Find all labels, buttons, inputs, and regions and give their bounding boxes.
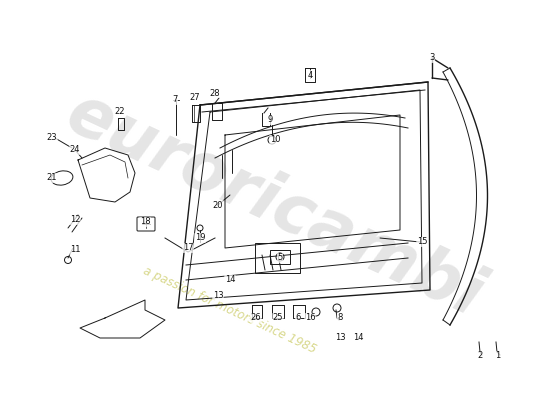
Text: 18: 18 — [140, 218, 150, 226]
Text: 13: 13 — [335, 334, 345, 342]
Text: 12: 12 — [70, 216, 80, 224]
Text: 28: 28 — [210, 88, 221, 98]
Text: 22: 22 — [115, 108, 125, 116]
Text: 9: 9 — [267, 116, 273, 124]
Text: 7: 7 — [172, 96, 178, 104]
Text: 14: 14 — [225, 276, 235, 284]
Text: 14: 14 — [353, 334, 363, 342]
Text: 8: 8 — [337, 314, 343, 322]
Text: 23: 23 — [47, 134, 57, 142]
Bar — [255, 243, 300, 273]
Text: 17: 17 — [183, 244, 193, 252]
Text: 13: 13 — [213, 290, 223, 300]
Text: 11: 11 — [70, 246, 80, 254]
Text: 4: 4 — [307, 70, 312, 80]
Text: 16: 16 — [305, 314, 315, 322]
Text: 26: 26 — [251, 314, 261, 322]
Text: 27: 27 — [190, 92, 200, 102]
Text: 21: 21 — [47, 174, 57, 182]
Text: 24: 24 — [70, 146, 80, 154]
Text: 19: 19 — [195, 234, 205, 242]
Text: 6: 6 — [295, 314, 301, 322]
Text: euroricambi: euroricambi — [57, 80, 493, 330]
Text: 5: 5 — [277, 254, 283, 262]
Bar — [270, 250, 290, 264]
Text: 25: 25 — [273, 314, 283, 322]
Text: 1: 1 — [496, 352, 500, 360]
Text: 20: 20 — [213, 200, 223, 210]
Text: 15: 15 — [417, 238, 427, 246]
Text: 3: 3 — [430, 54, 434, 62]
Text: a passion for motors since 1985: a passion for motors since 1985 — [141, 264, 318, 356]
Text: 10: 10 — [270, 136, 280, 144]
Text: 2: 2 — [477, 352, 483, 360]
